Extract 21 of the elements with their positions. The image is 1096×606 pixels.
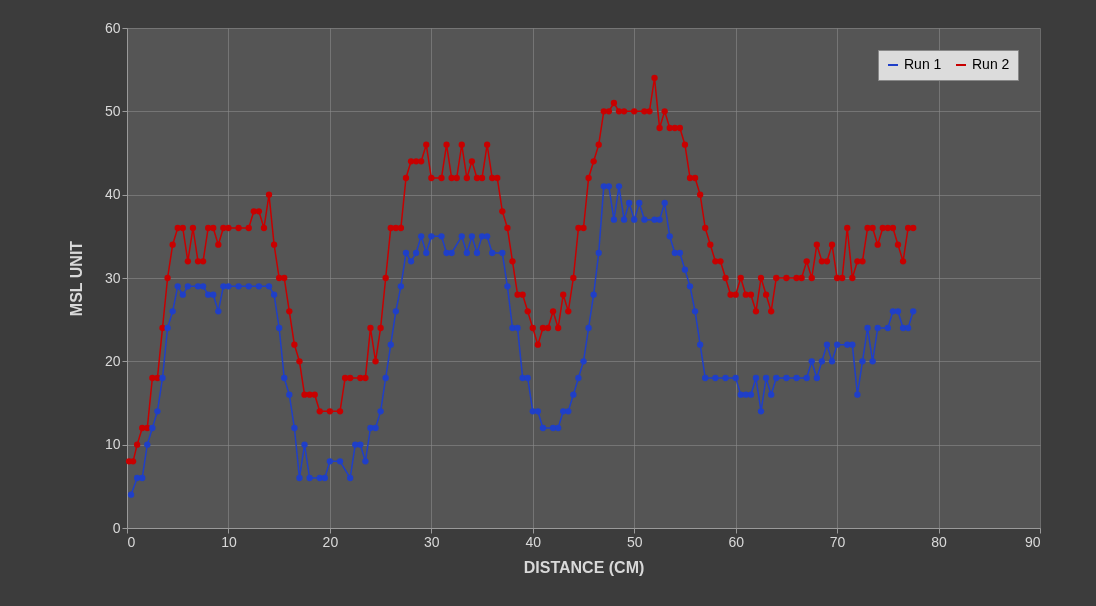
x-tick-label: 10 xyxy=(221,533,237,550)
x-tick-label: 90 xyxy=(1024,533,1041,550)
x-axis-title: DISTANCE (CM) xyxy=(523,558,645,576)
x-tick-label: 50 xyxy=(626,533,643,550)
y-tick-label: 10 xyxy=(104,436,121,453)
x-tick-label: 40 xyxy=(525,533,542,550)
x-tick-label: 60 xyxy=(728,533,745,550)
y-tick-label: 0 xyxy=(112,519,121,536)
x-tick-label: 70 xyxy=(829,533,846,550)
y-tick-label: 20 xyxy=(104,352,121,369)
x-tick-label: 20 xyxy=(322,533,339,550)
y-tick-label: 60 xyxy=(104,19,121,36)
y-tick-label: 40 xyxy=(104,186,121,203)
legend-label: Run 2 xyxy=(972,56,1010,72)
y-axis-title: MSL UNIT xyxy=(67,240,85,317)
y-tick-label: 50 xyxy=(104,102,121,119)
x-tick-label: 80 xyxy=(931,533,948,550)
x-tick-label: 30 xyxy=(424,533,440,550)
y-tick-label: 30 xyxy=(104,269,121,286)
x-tick-label: 0 xyxy=(127,533,136,550)
legend-label: Run 1 xyxy=(904,56,942,72)
